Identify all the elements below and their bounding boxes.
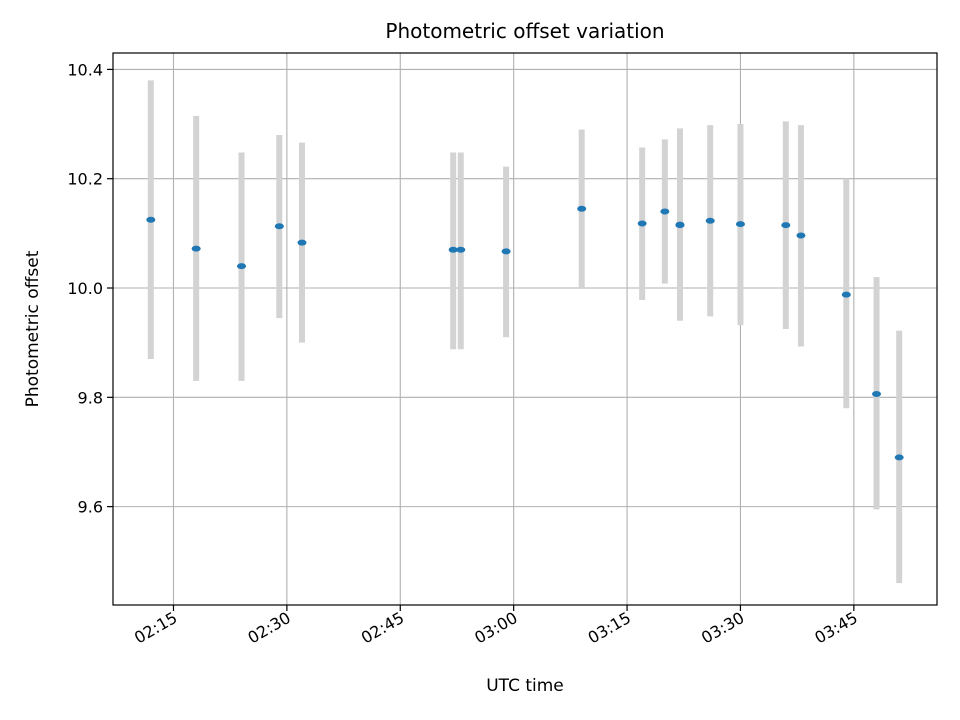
plot-frame bbox=[112, 52, 938, 606]
data-point bbox=[456, 246, 466, 253]
data-point bbox=[872, 391, 882, 398]
data-point bbox=[191, 245, 201, 252]
data-point bbox=[781, 222, 791, 229]
data-point bbox=[297, 239, 307, 246]
y-tick-label: 10.0 bbox=[67, 279, 103, 298]
data-points bbox=[146, 205, 904, 461]
y-tick-label: 9.6 bbox=[78, 498, 103, 517]
data-point bbox=[894, 454, 904, 461]
y-tick-label: 10.2 bbox=[67, 170, 103, 189]
data-point bbox=[274, 223, 284, 230]
data-point bbox=[146, 216, 156, 223]
data-point bbox=[577, 205, 587, 212]
y-tick-label: 10.4 bbox=[67, 60, 103, 79]
chart-title: Photometric offset variation bbox=[385, 19, 664, 43]
y-axis: 9.6 9.8 10.0 10.2 10.4 bbox=[67, 60, 113, 517]
data-point bbox=[675, 222, 685, 229]
y-tick-label: 9.8 bbox=[78, 388, 103, 407]
data-point bbox=[660, 208, 670, 215]
data-point bbox=[841, 291, 851, 298]
data-point bbox=[796, 232, 806, 239]
x-axis-label: UTC time bbox=[486, 676, 564, 696]
data-point bbox=[237, 263, 247, 270]
y-axis-label: Photometric offset bbox=[23, 250, 43, 407]
data-point bbox=[501, 248, 511, 255]
data-point bbox=[705, 217, 715, 224]
data-point bbox=[637, 220, 647, 227]
data-point bbox=[448, 246, 458, 253]
data-point bbox=[735, 221, 745, 228]
